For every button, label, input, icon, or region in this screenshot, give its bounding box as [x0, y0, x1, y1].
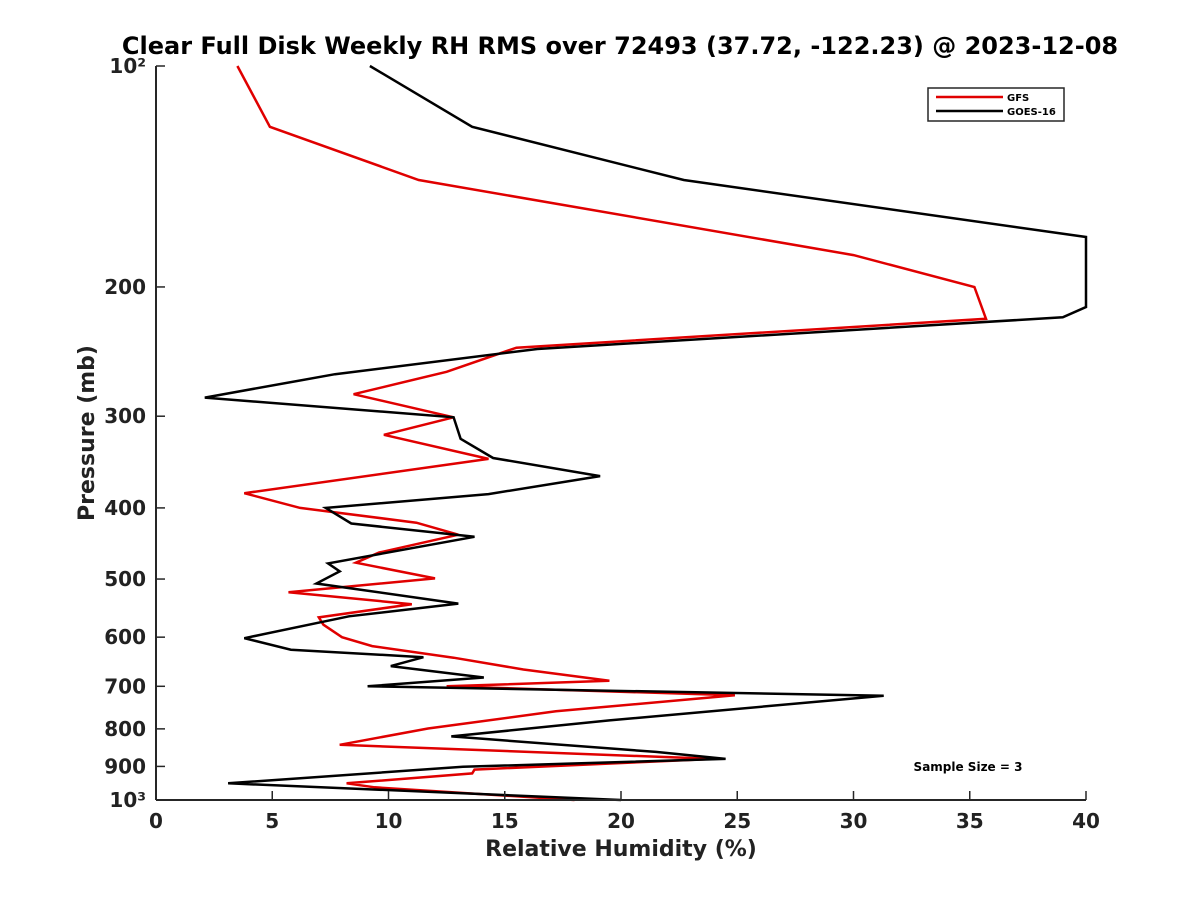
x-tick-label: 40 [1072, 809, 1100, 833]
y-tick-label: 200 [104, 275, 146, 299]
legend-box [927, 87, 1065, 122]
y-tick-label: 10² [109, 54, 146, 78]
y-tick-label: 500 [104, 567, 146, 591]
x-tick-label: 20 [607, 809, 635, 833]
x-tick-label: 35 [956, 809, 984, 833]
y-tick-label: 400 [104, 496, 146, 520]
legend-label-goes16: GOES-16 [1007, 107, 1056, 118]
x-axis-ticks: 0 5 10 15 20 25 30 35 40 [149, 791, 1100, 833]
x-tick-label: 10 [375, 809, 403, 833]
x-tick-label: 25 [723, 809, 751, 833]
y-tick-label: 10³ [109, 788, 146, 812]
y-tick-label: 300 [104, 404, 146, 428]
legend: GFS GOES-16 [927, 87, 1065, 122]
series-layer [204, 64, 1088, 802]
x-tick-label: 5 [265, 809, 279, 833]
sample-size-annotation: Sample Size = 3 [914, 760, 1023, 774]
x-tick-label: 15 [491, 809, 519, 833]
x-axis-label: Relative Humidity (%) [485, 837, 757, 862]
chart-title: Clear Full Disk Weekly RH RMS over 72493… [122, 32, 1118, 60]
y-tick-label: 700 [104, 674, 146, 698]
x-tick-label: 30 [840, 809, 868, 833]
y-tick-label: 600 [104, 625, 146, 649]
x-tick-label: 0 [149, 809, 163, 833]
y-axis-ticks: 10² 200 300 400 500 600 700 800 900 10³ [104, 54, 165, 812]
y-axis-label: Pressure (mb) [75, 345, 100, 521]
legend-label-gfs: GFS [1007, 93, 1029, 104]
y-tick-label: 800 [104, 717, 146, 741]
series-line-goes16 [204, 64, 1088, 802]
y-tick-label: 900 [104, 754, 146, 778]
